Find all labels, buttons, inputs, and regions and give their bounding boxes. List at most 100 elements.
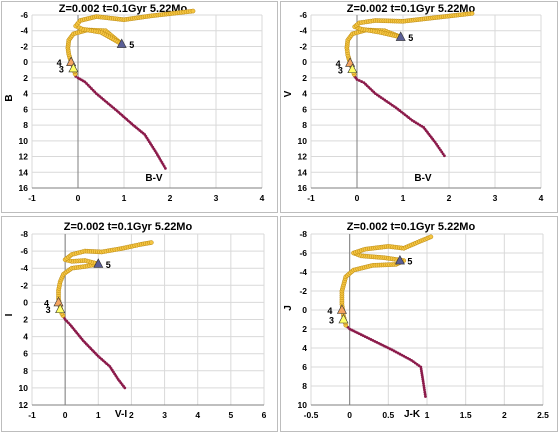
x-tick-label: 1.5 <box>460 410 472 420</box>
cmd-panel-i-vs-vi: -8 -6 -4 -2 0 2 4 6 8 10 12 -1 0 1 2 3 4 5 6 Z=0.002 t=0.1G… <box>1 216 278 432</box>
phase-marker-3 <box>68 62 79 73</box>
x-tick-label: 2 <box>447 193 452 203</box>
x-tick-label: 4 <box>260 193 265 203</box>
phase-label-3: 3 <box>46 305 51 315</box>
x-tick-label: 6 <box>262 410 267 420</box>
phase-marker-5 <box>116 38 127 48</box>
phase-label-5: 5 <box>106 260 111 270</box>
chart-title: Z=0.002 t=0.1Gyr 5.22Mo <box>64 221 193 233</box>
y-tick-label: 6 <box>23 104 28 114</box>
y-tick-label: 8 <box>302 120 307 130</box>
y-tick-label: 16 <box>19 183 29 193</box>
y-tick-label: 2 <box>302 73 307 83</box>
main-sequence-point <box>423 388 426 392</box>
x-tick-label: -1 <box>28 410 36 420</box>
main-sequence-point <box>422 386 426 390</box>
phase-label-4: 4 <box>327 306 332 316</box>
y-tick-label: -6 <box>299 248 307 258</box>
phase-marker-3 <box>338 313 349 324</box>
y-tick-label: -2 <box>20 280 28 290</box>
y-tick-label: 8 <box>23 366 28 376</box>
phase-label-4: 4 <box>336 59 341 69</box>
x-tick-label: 3 <box>214 193 219 203</box>
y-tick-label: -6 <box>20 246 28 256</box>
y-tick-label: 0 <box>302 305 307 315</box>
giant-branch-point <box>469 11 475 16</box>
main-sequence-point <box>357 79 361 82</box>
y-tick-label: 0 <box>23 297 28 307</box>
y-tick-label: 0 <box>302 57 307 67</box>
y-tick-label: 10 <box>298 400 308 410</box>
x-axis-label: B-V <box>145 173 163 184</box>
x-tick-label: 3 <box>493 193 498 203</box>
y-tick-label: -8 <box>20 229 28 239</box>
x-tick-label: 2.5 <box>537 410 549 420</box>
x-tick-label: 0 <box>347 410 352 420</box>
chart-title: Z=0.002 t=0.1Gyr 5.22Mo <box>347 3 476 15</box>
y-tick-label: 4 <box>23 89 28 99</box>
phase-label-4: 4 <box>57 58 62 68</box>
y-tick-label: 10 <box>19 383 29 393</box>
phase-label-3: 3 <box>59 64 64 74</box>
y-tick-label: 4 <box>23 332 28 342</box>
y-tick-label: 0 <box>23 57 28 67</box>
x-tick-label: 0.5 <box>382 410 394 420</box>
x-axis-label: B-V <box>414 173 432 184</box>
x-tick-label: 5 <box>228 410 233 420</box>
giant-branch-point <box>148 240 154 245</box>
y-tick-label: 6 <box>23 349 28 359</box>
y-tick-label: 12 <box>298 152 308 162</box>
y-tick-label: -6 <box>299 10 307 20</box>
x-tick-label: -1 <box>28 193 36 203</box>
phase-marker-3 <box>55 303 66 314</box>
cmd-chart-j-vs-jk: -8 -6 -4 -2 0 2 4 6 8 10-0.5 0 0.5 1 1.5 2 2.5 Z=0.002 t… <box>283 221 549 420</box>
phase-marker-5 <box>93 258 104 268</box>
x-tick-label: 0 <box>63 410 68 420</box>
y-tick-label: 6 <box>302 104 307 114</box>
x-tick-label: 2 <box>129 410 134 420</box>
giant-branch-point <box>190 8 196 14</box>
y-tick-label: 16 <box>298 183 308 193</box>
phase-label-5: 5 <box>129 40 134 50</box>
main-sequence-point <box>423 392 427 396</box>
phase-label-3: 3 <box>338 65 343 75</box>
x-axis-label: J-K <box>404 409 421 420</box>
x-tick-label: 2 <box>502 410 507 420</box>
cmd-panel-b-vs-bv: -6 -4 -2 0 2 4 6 8 10 12 14 16 -1 0 1 2 3 4 Z=0.002 t=0.1G… <box>1 1 278 213</box>
phase-marker-5 <box>394 254 405 265</box>
x-tick-label: 1 <box>401 193 406 203</box>
y-tick-label: 10 <box>298 136 308 146</box>
y-tick-label: 4 <box>302 89 307 99</box>
main-sequence-point <box>422 382 425 385</box>
main-sequence-point <box>362 81 366 85</box>
main-sequence-point <box>423 390 427 394</box>
x-tick-label: 3 <box>162 410 167 420</box>
phase-label-5: 5 <box>408 33 413 43</box>
phase-marker-5 <box>395 31 406 41</box>
main-sequence-point <box>348 327 352 331</box>
y-tick-label: -6 <box>20 10 28 20</box>
phase-label-4: 4 <box>44 298 49 308</box>
main-sequence-point <box>360 80 363 83</box>
y-tick-label: 6 <box>302 362 307 372</box>
x-tick-label: -1 <box>307 193 315 203</box>
cmd-panel-j-vs-jk: -8 -6 -4 -2 0 2 4 6 8 10 -0.5 0 0.5 1 1.5 2 2.5 Z=0.002 t… <box>280 216 558 432</box>
x-tick-label: 2 <box>168 193 173 203</box>
y-tick-label: -4 <box>299 26 307 36</box>
y-axis-label: V <box>283 90 294 97</box>
y-tick-label: -2 <box>299 286 307 296</box>
x-tick-label: 4 <box>539 193 544 203</box>
y-axis-label: B <box>4 94 15 101</box>
y-tick-label: 2 <box>23 73 28 83</box>
y-tick-label: -8 <box>299 229 307 239</box>
y-tick-label: -4 <box>299 267 307 277</box>
main-sequence-point <box>422 384 426 387</box>
y-tick-label: 12 <box>19 400 29 410</box>
y-axis-label: I <box>4 313 15 316</box>
y-tick-label: 8 <box>302 381 307 391</box>
main-sequence-point <box>424 395 427 398</box>
y-axis-label: J <box>283 305 294 311</box>
